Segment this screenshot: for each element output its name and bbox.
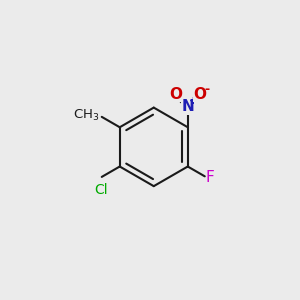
Text: O: O xyxy=(169,87,182,102)
Text: O: O xyxy=(194,87,206,102)
Text: F: F xyxy=(206,170,215,185)
Text: CH$_3$: CH$_3$ xyxy=(74,108,100,123)
Text: N: N xyxy=(182,99,194,114)
Text: -: - xyxy=(204,83,209,96)
Text: Cl: Cl xyxy=(94,183,108,197)
Text: +: + xyxy=(188,96,197,106)
